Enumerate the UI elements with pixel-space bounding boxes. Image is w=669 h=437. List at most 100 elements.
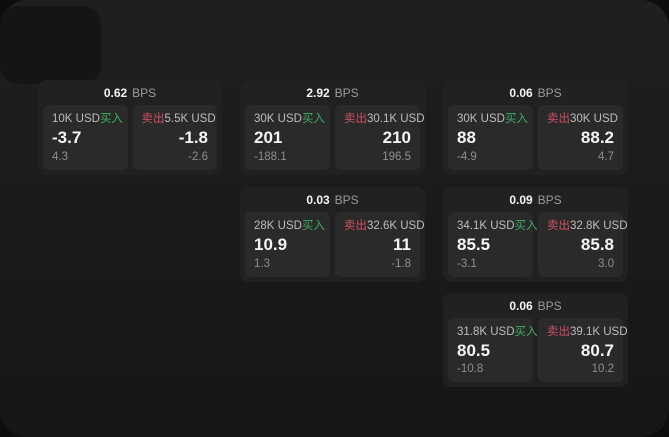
- buy-delta: 1.3: [254, 258, 270, 270]
- sell-side-label: 卖出: [344, 220, 367, 232]
- buy-side-label: 买入: [99, 113, 123, 125]
- quote-card-body: 31.8K USD 买入 80.5 -10.8 卖出 39.1K USD 80.…: [443, 318, 628, 387]
- quote-card: 0.62 BPS 10K USD 买入 -3.7 4.3 卖出 5.5K USD…: [38, 80, 222, 175]
- buy-price: 80.5: [457, 341, 491, 360]
- sell-tile[interactable]: 卖出 5.5K USD -1.8 -2.6: [132, 105, 217, 170]
- buy-delta: 4.3: [52, 151, 68, 163]
- quote-card: 2.92 BPS 30K USD 买入 201 -188.1 卖出 30.1K …: [240, 80, 425, 175]
- sell-tile[interactable]: 卖出 32.6K USD 11 -1.8: [335, 212, 425, 277]
- buy-amount: 28K USD: [254, 220, 302, 232]
- sell-tile-header: 卖出 39.1K USD: [547, 325, 628, 339]
- bps-unit-label: BPS: [537, 192, 562, 207]
- sell-amount: 32.6K USD: [367, 220, 425, 232]
- quote-card: 0.03 BPS 28K USD 买入 10.9 1.3 卖出 32.6K US…: [240, 187, 425, 282]
- buy-delta: -4.9: [457, 151, 477, 163]
- buy-tile-header: 31.8K USD 买入: [457, 325, 538, 339]
- bps-unit-label: BPS: [334, 192, 359, 207]
- buy-amount: 34.1K USD: [457, 220, 515, 232]
- buy-amount: 31.8K USD: [457, 326, 515, 338]
- buy-delta: -188.1: [254, 151, 287, 163]
- quote-card: 0.06 BPS 30K USD 买入 88 -4.9 卖出 30K USD 8…: [443, 80, 628, 175]
- sell-delta: -1.8: [391, 258, 411, 270]
- buy-tile[interactable]: 30K USD 买入 201 -188.1: [245, 105, 330, 170]
- sell-amount: 32.8K USD: [570, 220, 628, 232]
- sell-tile-header: 卖出 32.6K USD: [344, 219, 425, 233]
- quote-card-body: 10K USD 买入 -3.7 4.3 卖出 5.5K USD -1.8 -2.…: [38, 105, 222, 175]
- buy-tile[interactable]: 30K USD 买入 88 -4.9: [448, 105, 533, 170]
- buy-amount: 30K USD: [457, 113, 505, 125]
- sell-side-label: 卖出: [547, 326, 570, 338]
- buy-amount: 10K USD: [52, 113, 100, 125]
- buy-price: 10.9: [254, 235, 288, 254]
- sell-delta: 3.0: [598, 258, 614, 270]
- sell-tile-header: 卖出 30K USD: [547, 112, 618, 126]
- sell-delta: -2.6: [188, 151, 208, 163]
- sell-price: 80.7: [580, 341, 614, 360]
- sell-price: 210: [382, 128, 411, 147]
- buy-tile[interactable]: 34.1K USD 买入 85.5 -3.1: [448, 212, 538, 277]
- buy-side-label: 买入: [504, 113, 528, 125]
- bps-header: 2.92 BPS: [240, 80, 425, 105]
- sell-tile-header: 卖出 5.5K USD: [141, 112, 216, 126]
- quote-card-body: 28K USD 买入 10.9 1.3 卖出 32.6K USD 11 -1.8: [240, 212, 425, 282]
- buy-price: -3.7: [52, 128, 82, 147]
- buy-side-label: 买入: [301, 113, 325, 125]
- sell-amount: 30K USD: [570, 113, 618, 125]
- bps-header: 0.03 BPS: [240, 187, 425, 212]
- bps-unit-label: BPS: [334, 85, 359, 100]
- buy-side-label: 买入: [301, 220, 325, 232]
- bps-unit-label: BPS: [537, 85, 562, 100]
- buy-tile[interactable]: 10K USD 买入 -3.7 4.3: [43, 105, 128, 170]
- sell-side-label: 卖出: [344, 113, 367, 125]
- sell-delta: 10.2: [591, 363, 614, 375]
- bps-header: 0.09 BPS: [443, 187, 628, 212]
- bps-unit-label: BPS: [537, 298, 562, 313]
- sell-price: 85.8: [580, 235, 614, 254]
- sell-price: -1.8: [178, 128, 208, 147]
- buy-tile-header: 30K USD 买入: [457, 112, 528, 126]
- bps-header: 0.62 BPS: [38, 80, 222, 105]
- quote-card: 0.09 BPS 34.1K USD 买入 85.5 -3.1 卖出 32.8K…: [443, 187, 628, 282]
- buy-tile-header: 28K USD 买入: [254, 219, 325, 233]
- buy-side-label: 买入: [514, 326, 538, 338]
- bps-value: 0.62: [103, 85, 128, 100]
- bps-value: 0.03: [306, 192, 330, 207]
- quote-card-body: 34.1K USD 买入 85.5 -3.1 卖出 32.8K USD 85.8…: [443, 212, 628, 282]
- bps-value: 0.06: [509, 298, 533, 313]
- sell-tile[interactable]: 卖出 30K USD 88.2 4.7: [538, 105, 623, 170]
- quote-card-body: 30K USD 买入 201 -188.1 卖出 30.1K USD 210 1…: [240, 105, 425, 175]
- buy-tile-header: 30K USD 买入: [254, 112, 325, 126]
- quote-card: 0.06 BPS 31.8K USD 买入 80.5 -10.8 卖出 39.1…: [443, 293, 628, 387]
- buy-price: 85.5: [457, 235, 491, 254]
- sell-price: 11: [393, 235, 411, 254]
- buy-delta: -3.1: [457, 258, 477, 270]
- sell-tile[interactable]: 卖出 39.1K USD 80.7 10.2: [538, 318, 628, 382]
- sell-amount: 30.1K USD: [367, 113, 425, 125]
- sell-side-label: 卖出: [547, 220, 570, 232]
- sell-tile[interactable]: 卖出 30.1K USD 210 196.5: [335, 105, 425, 170]
- bps-header: 0.06 BPS: [443, 293, 628, 318]
- sell-tile-header: 卖出 32.8K USD: [547, 219, 628, 233]
- sell-tile-header: 卖出 30.1K USD: [344, 112, 425, 126]
- quote-card-body: 30K USD 买入 88 -4.9 卖出 30K USD 88.2 4.7: [443, 105, 628, 175]
- bps-value: 2.92: [306, 85, 330, 100]
- corner-panel: [0, 6, 101, 84]
- bps-value: 0.09: [509, 192, 533, 207]
- sell-delta: 4.7: [598, 151, 614, 163]
- sell-amount: 39.1K USD: [570, 326, 628, 338]
- buy-tile[interactable]: 28K USD 买入 10.9 1.3: [245, 212, 330, 277]
- buy-amount: 30K USD: [254, 113, 302, 125]
- buy-price: 88: [457, 128, 476, 147]
- buy-price: 201: [254, 128, 283, 147]
- buy-side-label: 买入: [514, 220, 538, 232]
- bps-value: 0.06: [509, 85, 533, 100]
- buy-delta: -10.8: [457, 363, 484, 375]
- sell-delta: 196.5: [382, 151, 411, 163]
- buy-tile-header: 34.1K USD 买入: [457, 219, 538, 233]
- sell-tile[interactable]: 卖出 32.8K USD 85.8 3.0: [538, 212, 628, 277]
- bps-unit-label: BPS: [132, 85, 157, 100]
- sell-price: 88.2: [580, 128, 614, 147]
- sell-side-label: 卖出: [141, 113, 165, 125]
- sell-amount: 5.5K USD: [164, 113, 216, 125]
- buy-tile[interactable]: 31.8K USD 买入 80.5 -10.8: [448, 318, 538, 382]
